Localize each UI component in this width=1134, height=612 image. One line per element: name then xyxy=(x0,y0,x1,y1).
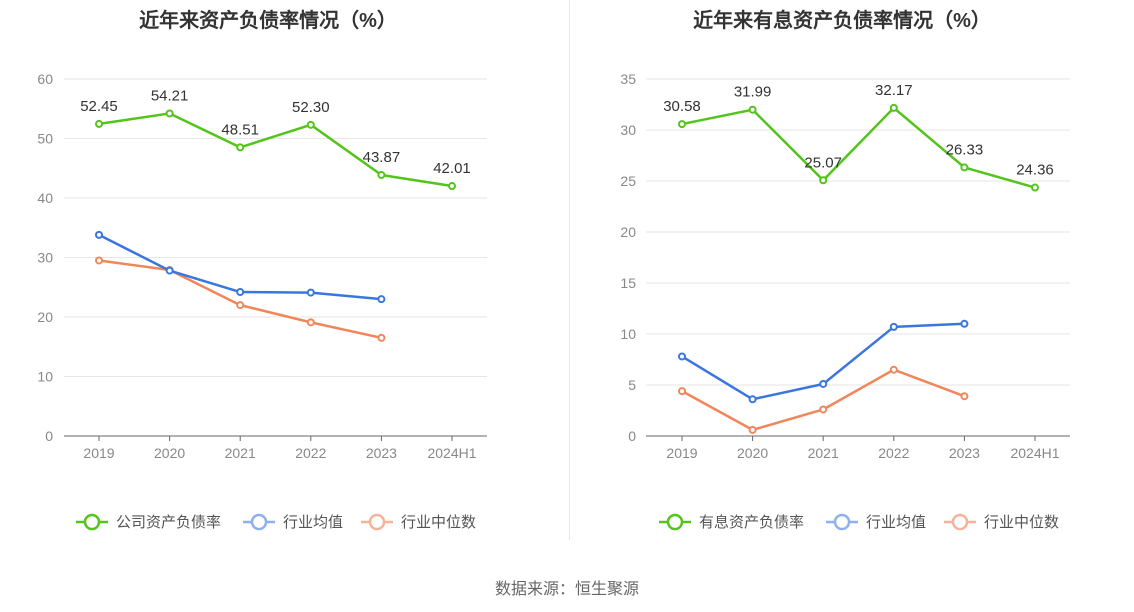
data-point[interactable] xyxy=(236,288,245,297)
data-point[interactable] xyxy=(960,392,969,401)
series-line xyxy=(681,368,965,432)
data-label: 43.87 xyxy=(363,149,401,166)
data-label: 26.33 xyxy=(946,141,984,158)
y-tick-label: 0 xyxy=(45,428,53,444)
legend-marker xyxy=(83,513,101,531)
x-tick-label: 2023 xyxy=(949,445,980,461)
legend-marker xyxy=(951,513,969,531)
x-tick-label: 2024H1 xyxy=(427,445,476,461)
y-tick-label: 15 xyxy=(620,275,636,291)
data-point[interactable] xyxy=(748,425,757,434)
data-point[interactable] xyxy=(678,352,686,361)
legend-label: 行业中位数 xyxy=(984,514,1059,531)
legend-marker xyxy=(368,513,386,531)
legend-item[interactable]: 行业中位数 xyxy=(361,513,476,531)
data-label: 52.45 xyxy=(80,98,118,115)
data-point[interactable] xyxy=(748,105,757,114)
data-point[interactable] xyxy=(306,288,315,297)
data-point[interactable] xyxy=(165,266,174,275)
data-point[interactable] xyxy=(960,319,969,328)
x-tick-label: 2020 xyxy=(737,445,768,461)
data-point[interactable] xyxy=(448,182,456,191)
y-tick-label: 50 xyxy=(37,131,53,147)
data-point[interactable] xyxy=(678,387,686,396)
data-point[interactable] xyxy=(377,295,386,304)
y-tick-label: 10 xyxy=(37,369,53,385)
data-label: 52.30 xyxy=(292,99,330,116)
data-label: 24.36 xyxy=(1016,162,1054,179)
data-point[interactable] xyxy=(678,120,686,129)
x-tick-label: 2019 xyxy=(666,445,697,461)
legend-label: 公司资产负债率 xyxy=(116,514,221,531)
data-label: 54.21 xyxy=(151,87,189,104)
y-tick-label: 30 xyxy=(37,250,53,266)
x-tick-label: 2020 xyxy=(154,445,185,461)
y-tick-label: 5 xyxy=(628,377,636,393)
data-point[interactable] xyxy=(377,333,386,342)
data-point[interactable] xyxy=(889,365,898,374)
data-point[interactable] xyxy=(236,143,245,152)
data-point[interactable] xyxy=(1031,183,1039,192)
x-tick-label: 2024H1 xyxy=(1010,445,1059,461)
y-tick-label: 0 xyxy=(628,428,636,444)
legend-item[interactable]: 有息资产负债率 xyxy=(659,513,804,531)
data-point[interactable] xyxy=(889,322,898,331)
y-tick-label: 20 xyxy=(37,309,53,325)
legend-label: 行业中位数 xyxy=(401,514,476,531)
data-point[interactable] xyxy=(165,109,174,118)
legend-label: 行业均值 xyxy=(283,514,343,531)
y-tick-label: 25 xyxy=(620,173,636,189)
legend-marker xyxy=(666,513,684,531)
series-line xyxy=(681,106,1036,189)
data-point[interactable] xyxy=(819,379,828,388)
data-point[interactable] xyxy=(960,163,969,172)
x-tick-label: 2021 xyxy=(225,445,256,461)
legend-item[interactable]: 公司资产负债率 xyxy=(76,513,221,531)
y-tick-label: 30 xyxy=(620,122,636,138)
data-point[interactable] xyxy=(819,176,828,185)
data-point[interactable] xyxy=(889,103,898,112)
y-tick-label: 40 xyxy=(37,190,53,206)
data-point[interactable] xyxy=(306,120,315,129)
legend-marker xyxy=(250,513,268,531)
legend-marker xyxy=(833,513,851,531)
y-tick-label: 20 xyxy=(620,224,636,240)
x-tick-label: 2022 xyxy=(878,445,909,461)
data-label: 32.17 xyxy=(875,82,913,99)
legend-item[interactable]: 行业中位数 xyxy=(944,513,1059,531)
y-tick-label: 10 xyxy=(620,326,636,342)
x-tick-label: 2021 xyxy=(808,445,839,461)
data-label: 25.07 xyxy=(804,154,842,171)
data-point[interactable] xyxy=(236,301,245,310)
data-point[interactable] xyxy=(95,230,103,239)
x-tick-label: 2019 xyxy=(83,445,114,461)
data-source: 数据来源：恒生聚源 xyxy=(494,581,639,598)
data-point[interactable] xyxy=(377,170,386,179)
legend-label: 有息资产负债率 xyxy=(699,514,804,531)
line-chart-left: 0 10 20 30 40 50 60 2019 2020 2021 2022 2023 2024H1 5… xyxy=(37,71,487,531)
data-label: 42.01 xyxy=(433,160,471,177)
y-tick-label: 60 xyxy=(37,71,53,87)
data-label: 30.58 xyxy=(663,98,701,115)
data-point[interactable] xyxy=(95,119,103,128)
legend-item[interactable]: 行业均值 xyxy=(243,513,343,531)
chart-title-right: 近年来有息资产负债率情况（%） xyxy=(693,10,991,32)
data-label: 31.99 xyxy=(734,84,772,101)
series-line xyxy=(98,112,453,188)
data-point[interactable] xyxy=(95,256,103,265)
legend-item[interactable]: 行业均值 xyxy=(826,513,926,531)
legend-label: 行业均值 xyxy=(866,514,926,531)
line-chart-right: 0 5 10 15 20 25 30 35 2019 2020 2021 2022 2023 2024H1… xyxy=(620,71,1070,531)
panel-divider xyxy=(569,0,570,540)
chart-title-left: 近年来资产负债率情况（%） xyxy=(139,10,397,32)
data-point[interactable] xyxy=(748,395,757,404)
data-point[interactable] xyxy=(819,405,828,414)
x-tick-label: 2022 xyxy=(295,445,326,461)
y-tick-label: 35 xyxy=(620,71,636,87)
data-label: 48.51 xyxy=(221,121,259,138)
data-point[interactable] xyxy=(306,318,315,327)
x-tick-label: 2023 xyxy=(366,445,397,461)
